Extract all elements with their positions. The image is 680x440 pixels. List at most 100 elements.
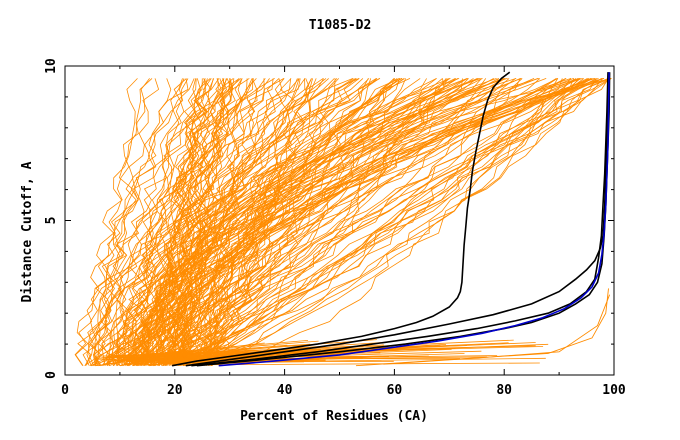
background-curve [143,78,567,367]
y-tick-label: 5 [44,217,59,225]
background-curve [167,78,274,366]
background-curve [137,78,451,366]
x-tick-label: 0 [61,383,69,398]
background-curve [101,78,559,366]
background-curve [98,78,450,367]
background-curve [204,78,312,366]
background-curve [169,78,402,366]
background-curve [101,345,364,357]
background-curve [149,78,581,367]
y-axis-label: Distance Cutoff, A [20,161,35,302]
background-curve [173,78,497,366]
background-curve [140,352,240,364]
background-curve [115,78,242,366]
background-curve [199,78,581,366]
background-curve [95,78,602,367]
background-curve [129,78,483,366]
x-axis-ticks: 0 20 40 60 80 100 [61,66,626,398]
background-curve [211,78,447,366]
background-curve [149,78,477,366]
background-curve [181,78,327,366]
background-curve [77,78,240,366]
background-curve [157,78,211,366]
background-curve [135,78,400,366]
series-line [218,72,610,367]
background-curve [172,78,597,367]
x-tick-label: 80 [496,383,512,398]
background-curve [182,78,398,366]
background-curve [139,78,612,366]
background-curve [137,345,536,356]
background-curve [135,78,547,366]
background-curve [383,294,611,365]
background-curve [210,78,372,366]
background-curve [190,78,563,367]
background-curve [199,78,499,366]
background-curve [134,78,233,367]
y-tick-label: 10 [44,58,59,74]
series-line [185,72,610,367]
background-curve [75,78,354,366]
background-curve [204,78,266,366]
background-curve [195,78,559,367]
background-curve [94,78,160,366]
y-tick-label: 0 [44,371,59,379]
background-curve [166,78,212,366]
background-curve [113,78,604,366]
background-curve [172,78,516,367]
background-curve [192,78,597,367]
background-curve [183,78,572,366]
background-curve [142,340,319,356]
background-curve [93,78,540,366]
background-curve [177,78,258,366]
background-curve [97,78,185,366]
background-curve [88,78,138,366]
background-curve [128,78,356,366]
background-curve [181,78,234,366]
x-tick-label: 60 [387,383,403,398]
background-curve [113,78,380,366]
chart-title: T1085-D2 [309,18,372,33]
background-curve [143,78,535,366]
background-curve [133,78,207,366]
background-curve [112,78,265,367]
background-curve [133,78,604,366]
background-curve [147,78,225,366]
background-curve [93,78,214,366]
background-curve [157,78,208,366]
y-axis-ticks: 0 5 10 [44,58,614,379]
background-curve [154,78,605,366]
background-curve [136,78,612,367]
background-curve [208,78,257,366]
background-curve [157,78,335,366]
background-curve [191,78,469,366]
x-tick-label: 40 [277,383,293,398]
background-curve [179,78,437,366]
background-curve [131,352,381,357]
background-curve [168,78,324,366]
background-curve [203,78,581,366]
background-curve [106,342,384,361]
background-curve [157,342,265,356]
background-curve [170,78,227,366]
background-curve [100,78,611,367]
background-curve [175,78,225,366]
background-curve [210,78,604,367]
background-curve [174,78,227,366]
series-line [191,72,609,367]
background-curve [149,78,541,367]
background-curve [194,78,298,366]
background-curve [152,78,203,366]
series-line [171,71,511,367]
background-curve [194,78,603,366]
background-curve [192,78,313,367]
highlight-curves [171,71,611,367]
background-curve [181,78,231,366]
background-curve [191,78,336,367]
x-tick-label: 100 [602,383,626,398]
background-curve [140,78,505,366]
background-curve [127,78,222,366]
background-curve [88,78,285,366]
background-curve [171,78,588,366]
